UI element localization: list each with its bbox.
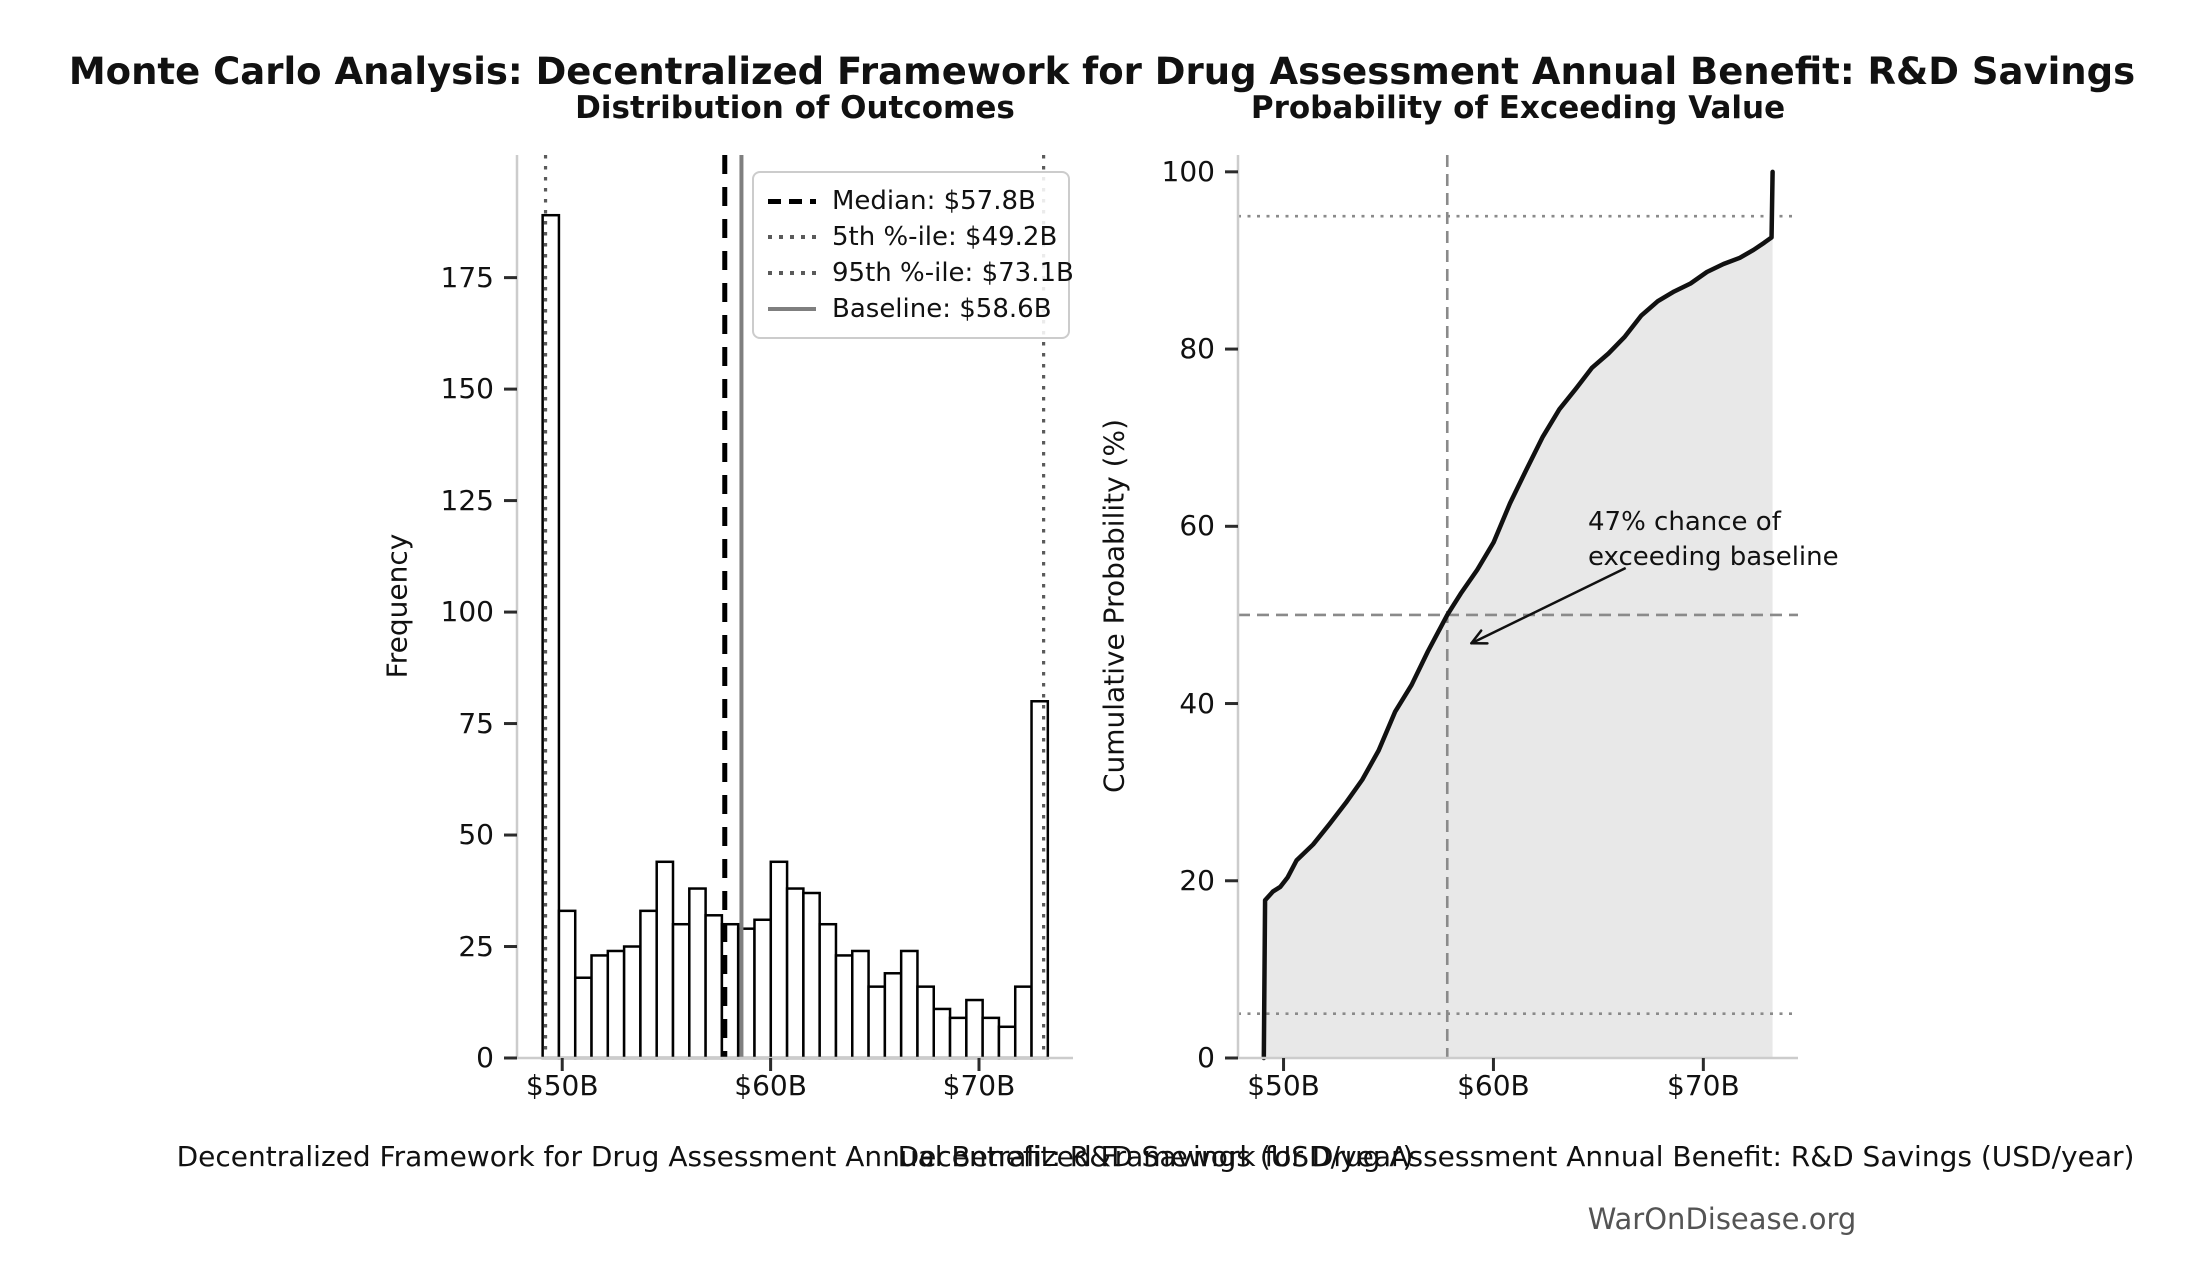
histogram-bar	[753, 918, 773, 1060]
y-tick-label: 25	[458, 929, 494, 963]
annotation-arrow	[1470, 566, 1627, 645]
histogram-bar	[834, 954, 854, 1060]
y-tick-label: 40	[1179, 686, 1215, 720]
y-tick-label: 50	[458, 818, 494, 852]
x-tick-label: $50B	[1247, 1069, 1320, 1102]
y-tick-label: 60	[1179, 509, 1215, 543]
histogram-bar	[688, 887, 707, 1060]
histogram-bar	[1013, 985, 1033, 1060]
dotted-line-icon	[768, 271, 816, 275]
histogram-bar	[704, 914, 724, 1060]
dotted-line-icon	[768, 235, 816, 239]
left-subplot-title: Distribution of Outcomes	[575, 90, 1015, 126]
histogram-bar	[785, 887, 805, 1060]
y-tick-label: 150	[440, 372, 494, 406]
legend: Median: $57.8B 5th %-ile: $49.2B 95th %-…	[752, 171, 1074, 339]
histogram-bar	[802, 891, 821, 1060]
histogram-bar	[932, 1007, 952, 1060]
histogram-bar	[590, 954, 610, 1060]
cdf-fill-area	[1263, 171, 1773, 1058]
y-tick-label: 20	[1179, 863, 1215, 897]
legend-item-percentile-95: 95th %-ile: $73.1B	[754, 255, 1074, 291]
y-tick-label: 125	[440, 483, 494, 517]
x-tick-label: $70B	[942, 1069, 1016, 1102]
y-tick-label: 100	[440, 595, 494, 629]
annotation-line-1: 47% chance of	[1588, 507, 1781, 537]
solid-line-icon	[768, 307, 816, 311]
legend-label: 95th %-ile: $73.1B	[832, 258, 1074, 288]
histogram-bar	[557, 909, 577, 1060]
x-tick-label: $50B	[525, 1069, 599, 1102]
right-subplot-title: Probability of Exceeding Value	[1250, 90, 1786, 126]
histogram-bar	[1030, 700, 1050, 1060]
histogram-bar	[769, 860, 789, 1060]
left-x-axis-label: Decentralized Framework for Drug Assessm…	[176, 1140, 1414, 1173]
y-tick-label: 175	[440, 260, 494, 294]
x-tick-label: $60B	[734, 1069, 807, 1102]
histogram-bar	[541, 213, 561, 1060]
legend-label: 5th %-ile: $49.2B	[832, 222, 1058, 252]
histogram-bar	[981, 1016, 1001, 1060]
legend-label: Baseline: $58.6B	[832, 294, 1052, 324]
histogram-bar	[899, 949, 919, 1060]
y-tick-label: 80	[1179, 332, 1215, 366]
right-y-axis-label: Cumulative Probability (%)	[1097, 418, 1131, 794]
histogram-bar	[997, 1025, 1017, 1060]
histogram-bar	[851, 949, 870, 1060]
y-tick-label: 75	[458, 706, 494, 740]
legend-label: Median: $57.8B	[832, 186, 1036, 216]
histogram-bar	[818, 922, 838, 1060]
y-tick-label: 0	[476, 1041, 494, 1074]
histogram-bar	[606, 949, 626, 1060]
histogram-bar	[948, 1016, 968, 1060]
right-x-axis-label: Decentralized Framework for Drug Assessm…	[897, 1140, 2135, 1173]
main-title: Monte Carlo Analysis: Decentralized Fram…	[68, 50, 2136, 93]
x-tick-label: $70B	[1667, 1069, 1740, 1102]
histogram-bar	[883, 972, 903, 1060]
histogram-bar	[573, 976, 593, 1060]
dashed-line-icon	[768, 198, 816, 204]
annotation-arrowhead	[1470, 629, 1483, 645]
histogram-bar	[965, 998, 984, 1060]
cdf-curve	[1261, 169, 1775, 1061]
watermark: WarOnDisease.org	[1587, 1202, 1857, 1236]
y-tick-label: 0	[1197, 1041, 1215, 1074]
histogram-bar	[622, 945, 642, 1060]
legend-item-baseline: Baseline: $58.6B	[754, 291, 1068, 327]
legend-item-percentile-5: 5th %-ile: $49.2B	[754, 219, 1068, 255]
histogram-bar	[639, 909, 658, 1060]
annotation-line-2: exceeding baseline	[1588, 542, 1839, 572]
histogram-bar	[916, 985, 935, 1060]
histogram-bar	[671, 922, 691, 1060]
histogram-bar	[867, 985, 887, 1060]
annotation-text: 47% chance of exceeding baseline	[1588, 505, 1839, 575]
histogram-bar	[655, 860, 675, 1060]
y-tick-label: 100	[1161, 154, 1215, 188]
x-tick-label: $60B	[1457, 1069, 1530, 1102]
legend-item-median: Median: $57.8B	[754, 183, 1068, 219]
